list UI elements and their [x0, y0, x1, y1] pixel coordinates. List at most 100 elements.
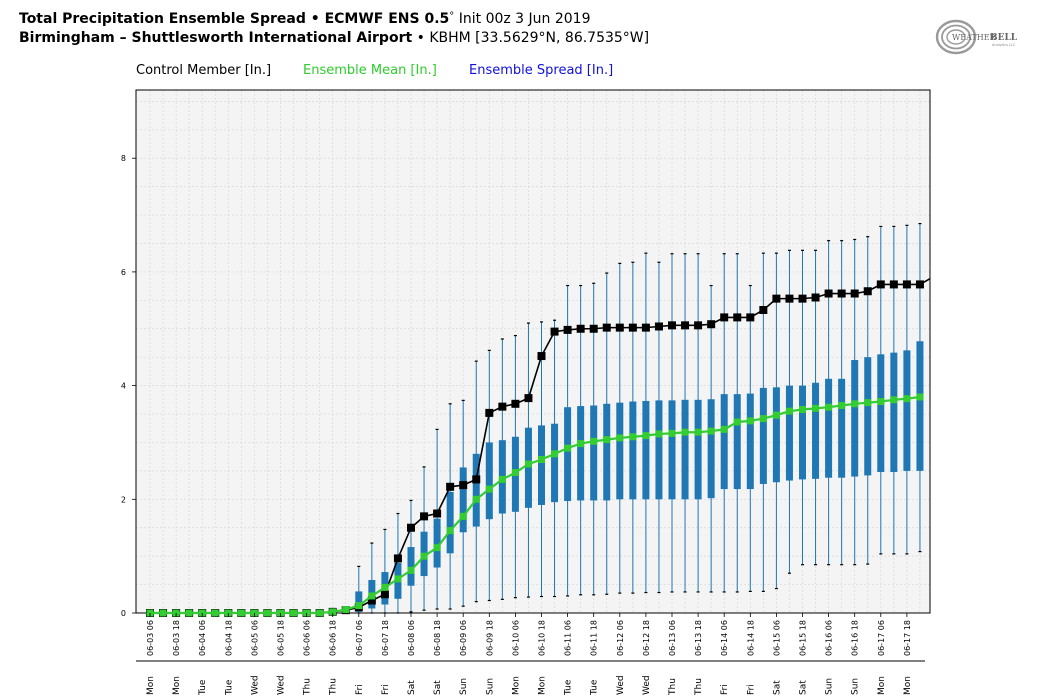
control-member-marker	[615, 323, 624, 332]
plot-area	[136, 90, 930, 613]
logo-text-left: WEATHER	[952, 33, 997, 42]
control-member-marker	[889, 280, 898, 289]
x-tick-label: 06-14 18	[746, 620, 755, 656]
x-tick-label: 06-16 06	[825, 620, 834, 656]
plot-frame	[135, 89, 931, 614]
control-member-marker	[811, 293, 820, 302]
x-tick-label: 06-07 06	[355, 620, 364, 656]
location-detail: KBHM [33.5629°N, 86.7535°W]	[429, 30, 650, 46]
control-member-marker	[824, 289, 833, 298]
ensemble-mean-marker	[551, 450, 559, 458]
x-tick-label: 06-04 18	[224, 620, 233, 656]
x-tick-label: 06-11 18	[590, 620, 599, 656]
ensemble-mean-marker	[629, 433, 637, 441]
x-day-label: Sun	[459, 678, 469, 695]
location-separator: •	[412, 30, 430, 46]
ensemble-mean-marker	[472, 495, 480, 503]
control-member-marker	[459, 481, 468, 490]
spread-box	[681, 399, 689, 500]
spread-box	[655, 400, 663, 500]
x-tick-label: 06-13 06	[668, 620, 677, 656]
x-day-label: Mon	[538, 676, 548, 695]
x-day-label: Thu	[694, 678, 704, 696]
x-tick-label: 06-17 18	[903, 620, 912, 656]
x-tick-label: 06-08 06	[407, 620, 416, 656]
spread-box	[838, 378, 846, 478]
ensemble-mean-marker	[772, 411, 780, 419]
spread-box	[551, 423, 559, 503]
spread-box	[877, 354, 885, 473]
x-tick-label: 06-09 18	[485, 620, 494, 656]
x-tick-label: 06-10 18	[538, 620, 547, 656]
x-day-label: Sun	[825, 678, 835, 695]
title-degree-sign: °	[449, 11, 455, 22]
x-day-label: Tue	[564, 679, 574, 696]
y-tick-label: 4	[121, 382, 126, 391]
ensemble-mean-marker	[681, 428, 689, 436]
ensemble-mean-marker	[707, 427, 715, 435]
spread-box	[720, 394, 728, 490]
spread-box	[459, 467, 467, 533]
spread-box	[825, 378, 833, 478]
ensemble-mean-marker	[237, 609, 245, 617]
ensemble-mean-marker	[720, 425, 728, 433]
spread-box	[668, 400, 676, 500]
spread-box	[355, 591, 363, 612]
control-member-marker	[446, 482, 455, 491]
y-tick-label: 6	[121, 268, 126, 277]
ensemble-mean-marker	[577, 440, 585, 448]
control-member-marker	[720, 313, 729, 322]
control-member-marker	[420, 512, 429, 521]
x-tick-label: 06-15 06	[772, 620, 781, 656]
ensemble-mean-marker	[433, 544, 441, 552]
y-tick-label: 0	[121, 609, 126, 618]
spread-box	[733, 394, 741, 490]
ensemble-mean-marker	[733, 418, 741, 426]
control-member-marker	[759, 306, 768, 315]
x-day-label: Tue	[590, 679, 600, 696]
spread-box	[772, 387, 780, 483]
control-member-marker	[563, 325, 572, 334]
ensemble-mean-marker	[642, 432, 650, 440]
x-tick-label: 06-08 18	[433, 620, 442, 656]
x-day-label: Wed	[277, 675, 287, 695]
control-member-marker	[511, 399, 520, 408]
x-day-label: Mon	[877, 676, 887, 695]
x-tick-label: 06-05 06	[250, 620, 259, 656]
ensemble-mean-marker	[511, 469, 519, 477]
control-member-marker	[876, 280, 885, 289]
legend-mean: Ensemble Mean [In.]	[303, 63, 437, 78]
control-member-marker	[485, 408, 494, 417]
x-day-label: Sat	[433, 680, 443, 695]
x-day-label: Sun	[851, 678, 861, 695]
control-member-marker	[641, 323, 650, 332]
spread-box	[590, 405, 598, 501]
ensemble-mean-marker	[524, 460, 532, 468]
ensemble-mean-marker	[329, 608, 337, 616]
x-day-label: Wed	[642, 675, 652, 695]
ensemble-mean-marker	[903, 395, 911, 403]
control-member-marker	[772, 294, 781, 303]
spread-box	[746, 393, 754, 490]
x-tick-label: 06-03 18	[172, 620, 181, 656]
control-member-marker	[472, 475, 481, 484]
y-tick-label: 8	[121, 154, 126, 163]
ensemble-mean-marker	[590, 437, 598, 445]
x-day-label: Thu	[303, 678, 313, 696]
spread-box	[629, 401, 637, 500]
ensemble-mean-marker	[159, 609, 167, 617]
legend-spread: Ensemble Spread [In.]	[469, 63, 614, 78]
spread-box	[903, 350, 911, 471]
logo-text-right: BELL	[990, 33, 1018, 43]
x-day-label: Sun	[485, 678, 495, 695]
x-tick-label: 06-05 18	[277, 620, 286, 656]
ensemble-mean-marker	[616, 434, 624, 442]
x-day-label: Thu	[668, 678, 678, 696]
legend-control: Control Member [In.]	[136, 63, 272, 78]
spread-box	[472, 453, 480, 527]
x-day-label: Fri	[720, 684, 730, 695]
ensemble-mean-marker	[355, 602, 363, 610]
control-member-marker	[576, 324, 585, 333]
ensemble-mean-marker	[446, 527, 454, 535]
